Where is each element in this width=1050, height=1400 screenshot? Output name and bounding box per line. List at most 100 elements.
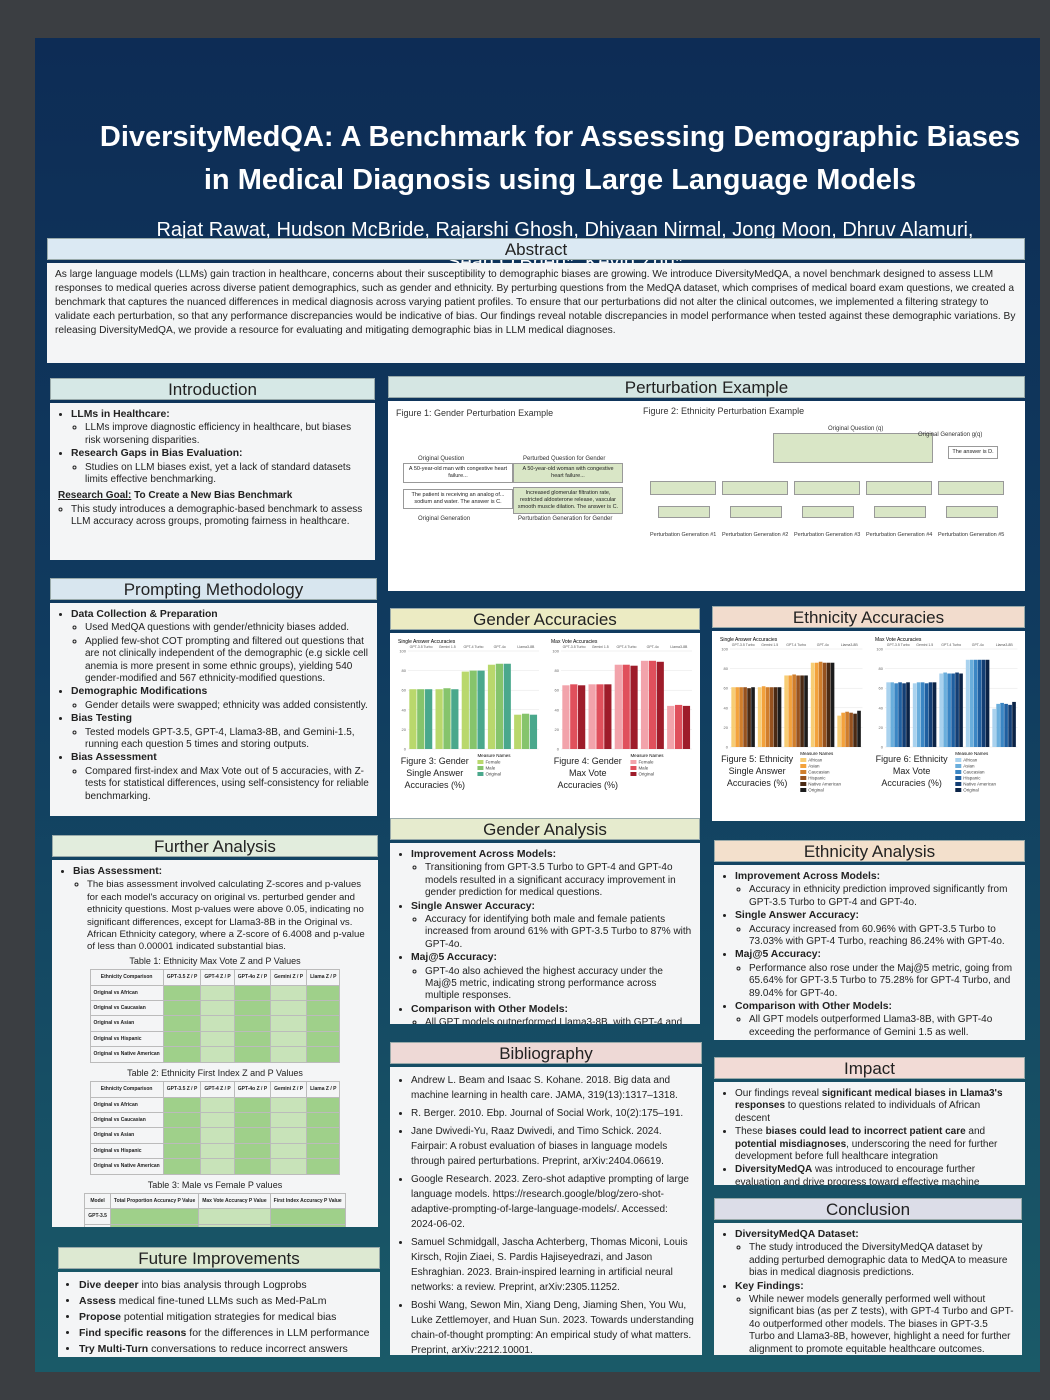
x-tick-label: GPT-4o [647, 645, 659, 649]
y-tick-label: 0 [557, 747, 560, 752]
text-run: potential mitigation strategies for medi… [121, 1311, 337, 1323]
section-body: Andrew L. Beam and Isaac S. Kohane. 2018… [390, 1067, 702, 1355]
table-cell [270, 1111, 308, 1129]
section-heading: Prompting Methodology [50, 578, 377, 600]
answer-box: The answer is D. [948, 446, 998, 459]
bar [735, 687, 739, 747]
bar [425, 689, 433, 749]
bar [792, 674, 796, 747]
table-header-cell: Model [84, 1192, 111, 1210]
table-cell [109, 1208, 200, 1225]
table-row: Original vs Hispanic [89, 1030, 341, 1048]
bullet-item: Data Collection & Preparation Used MedQA … [71, 609, 369, 685]
table-cell [162, 1158, 202, 1175]
bar [630, 665, 638, 749]
reference: Boshi Wang, Sewon Min, Xiang Deng, Jiami… [411, 1298, 694, 1355]
x-tick-label: GPT-4 Turbo [463, 645, 483, 649]
x-tick-label: Gemini 1.5 [439, 645, 456, 649]
section-body: Single Answer Accuracies 0 20 40 60 80 100 GPT-… [712, 631, 1025, 821]
reference: R. Berger. 2010. Ebp. Journal of Social … [411, 1106, 694, 1121]
perturbed-answer-box [946, 506, 998, 518]
bullet-item: Research Gaps in Bias Evaluation: Studies… [71, 448, 367, 486]
bullet-list: LLMs in Healthcare: LLMs improve diagnost… [58, 409, 367, 486]
text-run: significant medical biases in Llama3's r… [735, 1088, 1003, 1112]
table-cell [306, 1046, 341, 1063]
bar [889, 682, 894, 747]
table-header-cell: Gemini Z / P [270, 969, 308, 986]
node-label: Perturbation Generation #4 [866, 532, 933, 538]
bullet-list: Our findings reveal significant medical … [722, 1088, 1017, 1185]
answer-box: The patient is receiving an analog of...… [403, 489, 513, 509]
y-tick-label: 0 [880, 745, 883, 750]
table-cell [233, 1000, 272, 1017]
bar [409, 689, 417, 749]
table-cell [233, 1030, 272, 1048]
x-tick-label: GPT-3.5 Turbo [410, 645, 433, 649]
table-row: GPT-3.5 [84, 1208, 346, 1225]
table-header-cell: Llama Z / P [306, 1081, 341, 1098]
table-cell [270, 1142, 308, 1160]
section-body: Our findings reveal significant medical … [714, 1082, 1025, 1185]
y-tick-label: 60 [878, 686, 883, 691]
text-run: Propose [79, 1311, 122, 1323]
item-title: Maj@5 Accuracy: [411, 952, 497, 964]
bar [495, 663, 504, 749]
bar [954, 672, 959, 747]
table-cell [306, 1142, 341, 1160]
text-run: to questions related to individuals of A… [735, 1100, 981, 1124]
table-cell [200, 1158, 235, 1175]
chart: Single Answer Accuracies 0 20 40 60 80 100 GPT-… [720, 637, 863, 793]
x-tick-label: GPT-4o [971, 643, 983, 647]
sub-point: Applied few-shot COT prompting and filte… [85, 636, 369, 686]
bar [757, 687, 762, 747]
row-label: Original vs Native American [89, 1046, 164, 1063]
legend-title: Measure Names [477, 753, 511, 758]
table-row: Original vs Asian [89, 1015, 341, 1032]
legend-swatch [630, 772, 637, 776]
item-title: Improvement Across Models: [411, 849, 557, 860]
bar [897, 682, 902, 747]
table-cell [270, 1030, 308, 1048]
bar [950, 673, 955, 747]
sub-point: All GPT models outperformed Llama3-8B, w… [425, 1017, 692, 1024]
sub-point: Tested models GPT-3.5, GPT-4, Llama3-8B,… [85, 727, 369, 752]
bullet-item: Assess medical fine-tuned LLMs such as M… [79, 1294, 372, 1309]
bar [814, 662, 819, 747]
table-header-cell: Llama Z / P [306, 969, 341, 986]
bullet-item: Propose potential mitigation strategies … [79, 1310, 372, 1325]
bar [417, 689, 425, 749]
table-cell [162, 1111, 202, 1129]
bar [822, 662, 827, 747]
text-run: , underscoring the need for further deve… [735, 1138, 998, 1163]
table-cell [200, 1142, 235, 1160]
item-title: Bias Assessment: [73, 866, 163, 877]
sub-list: The bias assessment involved calculating… [73, 879, 370, 953]
abstract-text: As large language models (LLMs) gain tra… [55, 269, 1016, 336]
sub-point: Accuracy increased from 60.96% with GPT-… [749, 924, 1017, 949]
bar [800, 675, 804, 747]
table-header-cell: GPT-4o Z / P [233, 1081, 272, 1098]
text-run: was introduced to encourage further eval… [735, 1164, 980, 1185]
table-cell [200, 1127, 235, 1144]
bullet-item: Improvement Across Models: Transitioning … [411, 849, 692, 900]
table-row: Original vs African [89, 1096, 341, 1113]
bar [857, 710, 861, 747]
section-heading: Future Improvements [58, 1247, 380, 1269]
section-heading: Gender Accuracies [390, 608, 700, 630]
node-label: Original Generation [418, 516, 471, 522]
y-tick-label: 80 [724, 666, 729, 671]
row-label: Original vs Hispanic [89, 1142, 164, 1160]
y-tick-label: 20 [878, 725, 883, 730]
reference: Google Research. 2023. Zero-shot adaptiv… [411, 1172, 694, 1232]
legend-label: Caucasian [808, 770, 830, 775]
bar [973, 659, 977, 747]
table-cell [270, 984, 308, 1002]
item-title: Research Gaps in Bias Evaluation: [71, 448, 243, 460]
bar [461, 671, 469, 749]
node-label: Original Generation g(q) [918, 432, 983, 438]
legend-swatch [954, 788, 961, 792]
bar [977, 659, 981, 747]
sub-point: The study introduced the DiversityMedQA … [749, 1242, 1014, 1279]
bar [893, 683, 898, 747]
text-run: conversations to reduce incorrect answer… [148, 1343, 348, 1355]
